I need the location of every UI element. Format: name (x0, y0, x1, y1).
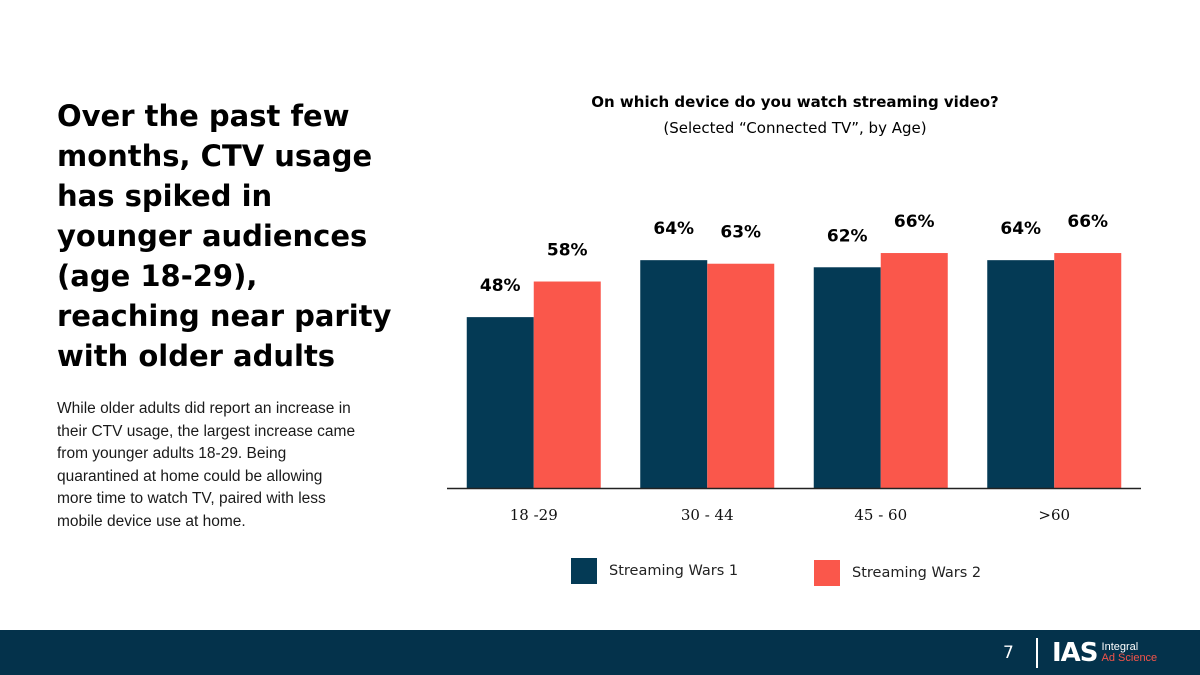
page-number: 7 (1003, 643, 1014, 663)
legend-item-series-1: Streaming Wars 1 (571, 558, 738, 584)
bar-series-2-2 (707, 263, 775, 488)
x-tick-label-4: >60 (1038, 506, 1070, 524)
bar-series-2-1 (533, 281, 601, 488)
chart-subtitle: (Selected “Connected TV”, by Age) (663, 119, 927, 137)
legend-swatch-series-1 (571, 558, 597, 584)
legend-swatch-series-2 (814, 560, 840, 586)
data-label-series-2-2: 63% (720, 223, 761, 243)
x-tick-label-2: 30 - 44 (681, 506, 734, 524)
x-tick-label-1: 18 -29 (510, 506, 558, 524)
ias-logo: IAS Integral Ad Science (1052, 638, 1157, 668)
data-label-series-2-3: 66% (894, 212, 935, 232)
footer-divider (1036, 638, 1038, 668)
x-tick-label-3: 45 - 60 (854, 506, 907, 524)
logo-mark: IAS (1052, 638, 1099, 668)
logo-word-ad-science: Ad Science (1101, 652, 1158, 664)
legend-item-series-2: Streaming Wars 2 (814, 560, 981, 586)
bar-series-1-3 (813, 267, 881, 488)
data-label-series-1-1: 48% (480, 276, 521, 296)
data-label-series-2-4: 66% (1067, 212, 1108, 232)
data-label-series-1-2: 64% (653, 219, 694, 239)
data-label-series-1-3: 62% (827, 226, 868, 246)
bar-chart: 48% 58% 18 -29 64% 63% 30 - 44 62% 66% 45 - 60 64… (447, 212, 1141, 524)
logo-wordmark: Integral Ad Science (1102, 642, 1158, 664)
bar-series-1-4 (987, 260, 1055, 488)
bar-series-2-3 (880, 253, 948, 488)
data-label-series-2-1: 58% (547, 241, 588, 261)
bar-series-2-4 (1054, 253, 1122, 488)
legend-label-series-2: Streaming Wars 2 (852, 565, 982, 581)
chart-title: On which device do you watch streaming v… (591, 93, 999, 111)
legend-label-series-1: Streaming Wars 1 (609, 563, 739, 579)
footer-bar: 7 IAS Integral Ad Science (0, 630, 1200, 675)
bar-series-1-1 (466, 317, 534, 488)
slide-body-text: While older adults did report an increas… (57, 400, 356, 530)
logo-word-integral: Integral (1101, 641, 1139, 653)
bar-series-1-2 (640, 260, 708, 488)
slide-headline: Over the past few months, CTV usage has … (57, 99, 392, 373)
data-label-series-1-4: 64% (1000, 219, 1041, 239)
